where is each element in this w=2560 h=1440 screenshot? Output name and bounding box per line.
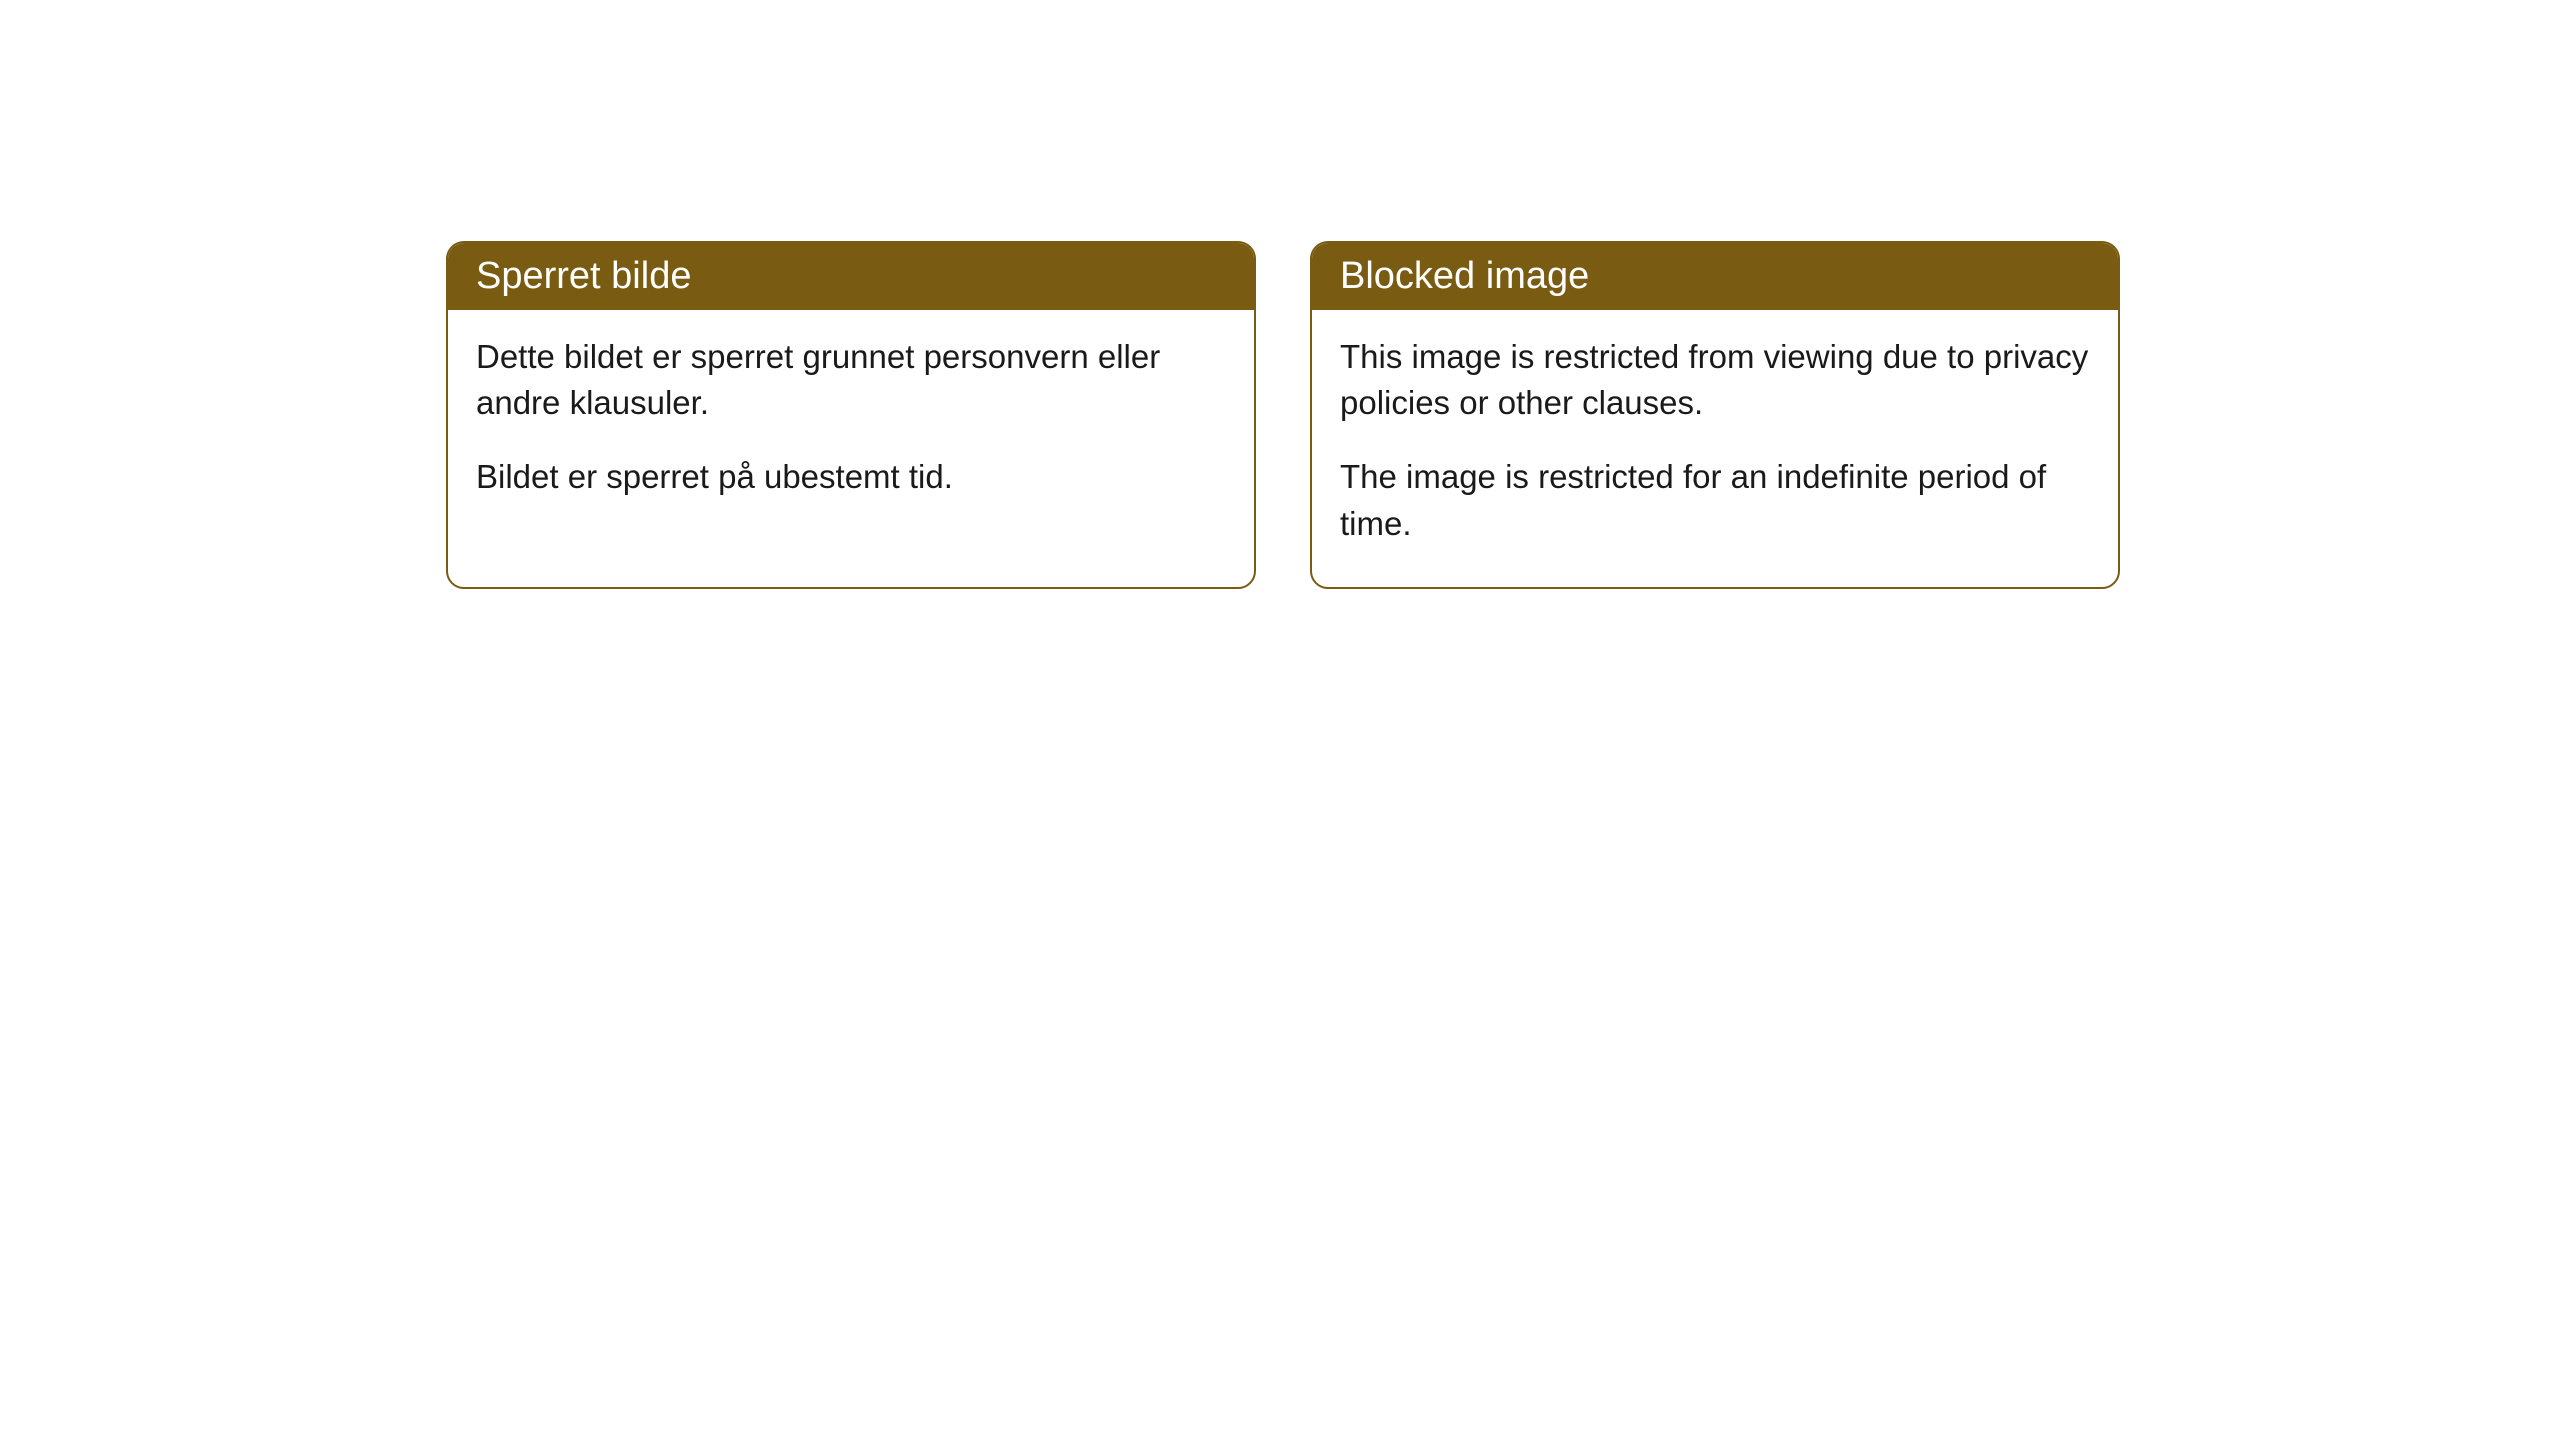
card-title: Blocked image: [1340, 255, 1589, 297]
card-header-norwegian: Sperret bilde: [448, 243, 1254, 310]
notice-cards-container: Sperret bilde Dette bildet er sperret gr…: [446, 241, 2120, 589]
notice-card-english: Blocked image This image is restricted f…: [1310, 241, 2120, 589]
card-paragraph-1: Dette bildet er sperret grunnet personve…: [476, 334, 1226, 426]
card-title: Sperret bilde: [476, 255, 691, 297]
card-header-english: Blocked image: [1312, 243, 2118, 310]
card-body-norwegian: Dette bildet er sperret grunnet personve…: [448, 310, 1254, 541]
notice-card-norwegian: Sperret bilde Dette bildet er sperret gr…: [446, 241, 1256, 589]
card-paragraph-2: The image is restricted for an indefinit…: [1340, 454, 2090, 546]
card-body-english: This image is restricted from viewing du…: [1312, 310, 2118, 587]
card-paragraph-1: This image is restricted from viewing du…: [1340, 334, 2090, 426]
card-paragraph-2: Bildet er sperret på ubestemt tid.: [476, 454, 1226, 500]
